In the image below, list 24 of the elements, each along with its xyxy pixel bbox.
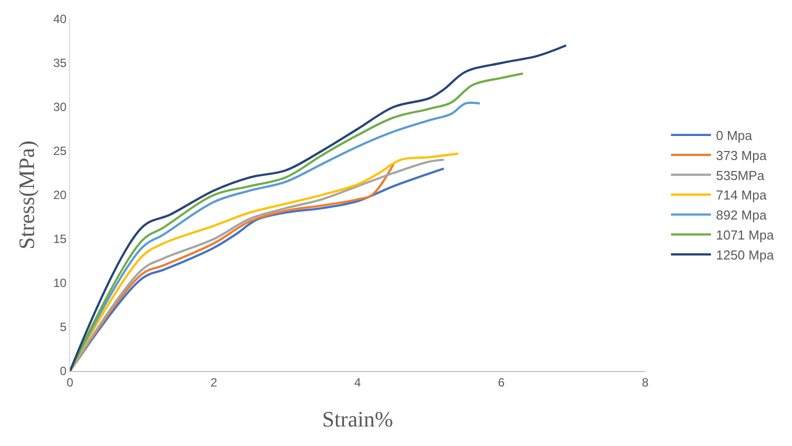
y-tick-label: 40	[53, 12, 67, 26]
legend-label: 714 Mpa	[716, 188, 768, 203]
y-tick-label: 20	[53, 188, 67, 202]
legend-label: 535MPa	[716, 168, 766, 183]
x-tick-label: 8	[642, 375, 649, 390]
y-axis-title: Stress(MPa)	[14, 140, 40, 250]
line-series	[70, 72, 524, 371]
y-tick-label: 25	[53, 144, 67, 158]
y-tick-label: 5	[60, 320, 67, 334]
legend-label: 1250 Mpa	[716, 247, 775, 262]
y-tick-label: 35	[53, 56, 67, 70]
x-tick-label: 4	[354, 375, 362, 390]
legend-label: 0 Mpa	[716, 128, 753, 144]
y-tick-label: 0	[60, 364, 67, 378]
x-tick-label: 6	[498, 375, 506, 390]
y-tick-label: 30	[53, 100, 67, 114]
y-tick-label: 15	[53, 232, 67, 246]
x-tick-label: 2	[210, 375, 218, 390]
y-tick-label: 10	[53, 276, 67, 290]
legend-label: 373 Mpa	[716, 148, 768, 163]
legend-label: 1071 Mpa	[716, 228, 775, 243]
x-axis-title: Strain%	[322, 406, 394, 432]
legend-label: 892 Mpa	[716, 208, 768, 223]
line-series	[70, 44, 568, 371]
